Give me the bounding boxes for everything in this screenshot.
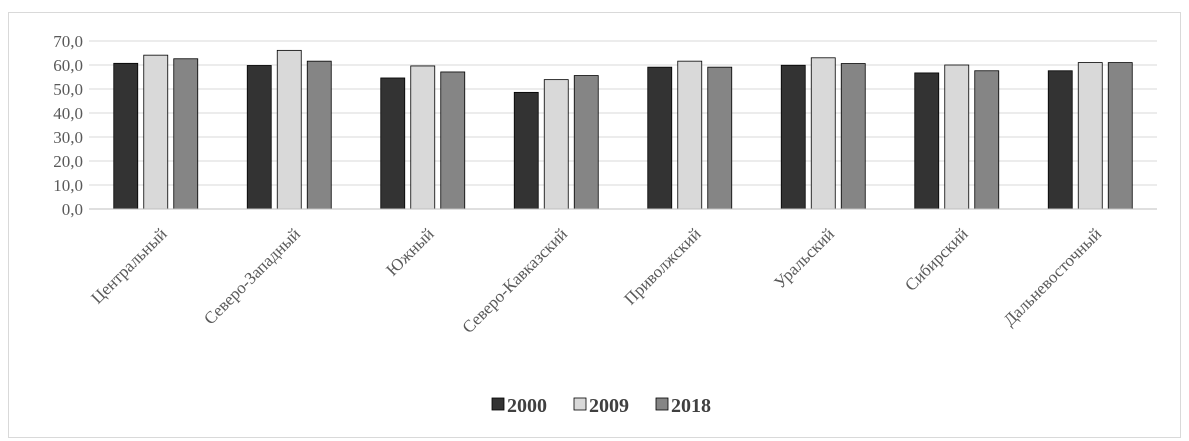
bar-2018 [440, 71, 466, 210]
bar-2009 [677, 60, 703, 210]
bar-2000 [113, 62, 139, 210]
y-tick-label: 60,0 [53, 56, 83, 75]
legend: 2000 2009 2018 [491, 395, 711, 417]
bar-2018 [173, 58, 199, 210]
bar-2018 [707, 66, 733, 210]
bar-chart: 0,0 10,0 20,0 30,0 40,0 50,0 60,0 70,0 Централь… [53, 32, 1157, 417]
category-label: Приволжский [620, 224, 704, 308]
bar-2009 [410, 65, 436, 210]
category-label: Центральный [87, 224, 170, 307]
bar-2000 [914, 72, 940, 210]
bar-2000 [380, 77, 406, 210]
bar-2009 [543, 79, 569, 210]
legend-swatch [573, 397, 587, 411]
bar-2009 [1077, 62, 1103, 210]
y-tick-label: 50,0 [53, 80, 83, 99]
y-tick-label: 30,0 [53, 128, 83, 147]
bar-2018 [306, 60, 332, 210]
legend-label: 2000 [507, 395, 547, 417]
y-axis-ticks: 0,0 10,0 20,0 30,0 40,0 50,0 60,0 70,0 [53, 32, 83, 219]
y-tick-label: 70,0 [53, 32, 83, 51]
bar-2018 [1107, 62, 1133, 210]
category-label: Сибирский [901, 224, 971, 294]
category-label: Южный [382, 224, 437, 279]
y-tick-label: 40,0 [53, 104, 83, 123]
category-label: Уральский [770, 224, 838, 292]
category-label: Северо-Кавказский [459, 224, 572, 337]
legend-swatch [491, 397, 505, 411]
category-labels: Центральный Северо-Западный Южный Северо-Ка… [87, 224, 1105, 337]
bar-2009 [944, 64, 970, 210]
y-tick-label: 10,0 [53, 176, 83, 195]
bar-2000 [780, 64, 806, 210]
bar-2000 [513, 91, 539, 210]
bar-2000 [647, 66, 673, 210]
y-tick-label: 20,0 [53, 152, 83, 171]
legend-label: 2009 [589, 395, 629, 417]
bar-2009 [810, 57, 836, 210]
bars [113, 49, 1133, 210]
bar-2018 [573, 75, 599, 210]
category-label: Северо-Западный [200, 224, 304, 328]
category-label: Дальневосточный [1000, 224, 1105, 329]
bar-2000 [246, 65, 272, 210]
bar-2018 [840, 63, 866, 210]
bar-2018 [974, 70, 1000, 210]
chart-frame: 0,0 10,0 20,0 30,0 40,0 50,0 60,0 70,0 Централь… [8, 12, 1181, 438]
bar-2009 [276, 49, 302, 210]
legend-swatch [655, 397, 669, 411]
bar-2000 [1047, 70, 1073, 210]
legend-label: 2018 [671, 395, 711, 417]
bar-2009 [143, 54, 169, 210]
y-tick-label: 0,0 [62, 200, 83, 219]
